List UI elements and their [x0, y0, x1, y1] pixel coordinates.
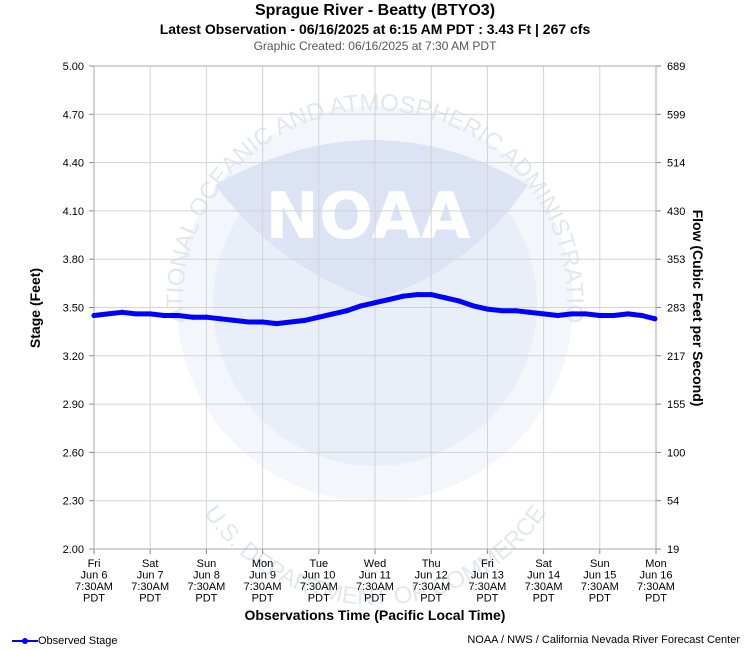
- data-point: [583, 311, 589, 317]
- data-point: [260, 319, 266, 325]
- y2-tick-label: 54: [667, 496, 679, 508]
- data-point: [105, 311, 111, 317]
- data-point: [288, 319, 294, 325]
- x-tick-label: Sat Jun 7 7:30AM PDT: [131, 558, 169, 605]
- y2-tick-label: 514: [667, 158, 685, 170]
- y2-tick-label: 689: [667, 61, 685, 73]
- data-point: [569, 311, 575, 317]
- data-point: [442, 295, 448, 301]
- data-point: [372, 300, 378, 306]
- graphic-created: Graphic Created: 06/16/2025 at 7:30 AM P…: [253, 39, 497, 53]
- data-point: [246, 319, 252, 325]
- y2-tick-label: 100: [667, 447, 685, 459]
- data-point: [386, 297, 392, 302]
- data-point: [91, 313, 97, 318]
- data-point: [344, 308, 350, 314]
- x-tick-label: Fri Jun 13 7:30AM PDT: [468, 558, 506, 605]
- data-point: [414, 292, 420, 298]
- plot-area-frame: [93, 65, 657, 550]
- data-point: [147, 311, 153, 317]
- x-tick-label: Wed Jun 11 7:30AM PDT: [356, 558, 394, 605]
- y2-tick-label: 599: [667, 109, 685, 121]
- x-axis-ticks: Fri Jun 6 7:30AM PDT Sat Jun 7 7:30AM PDT Sun Jun…: [75, 558, 675, 605]
- data-point: [428, 292, 434, 298]
- y2-tick-label: 353: [667, 254, 685, 266]
- y-tick-label: 2.60: [63, 447, 84, 459]
- left-axis-ticks: 5.00 4.70 4.40 4.10 3.80 3.50 3.20 2.90 2.60 2.30…: [63, 61, 84, 556]
- x-tick-label: Mon Jun 16 7:30AM PDT: [637, 558, 675, 605]
- data-point: [203, 314, 209, 320]
- y2-axis-label: Flow (Cubic Feet per Second): [690, 210, 706, 407]
- chart-title: Sprague River - Beatty (BTYO3): [254, 2, 496, 19]
- data-point: [358, 303, 364, 309]
- data-point: [175, 313, 181, 318]
- legend: Observed Stage: [12, 635, 118, 647]
- y-tick-label: 3.80: [63, 254, 84, 266]
- y-tick-label: 3.50: [63, 303, 84, 315]
- y-tick-label: 2.90: [63, 399, 84, 411]
- x-tick-label: Tue Jun 10 7:30AM PDT: [300, 558, 338, 605]
- x-axis-label: Observations Time (Pacific Local Time): [245, 607, 506, 623]
- x-tick-label: Mon Jun 9 7:30AM PDT: [244, 558, 282, 605]
- data-point: [161, 313, 167, 318]
- data-point: [639, 313, 645, 318]
- data-point: [274, 321, 280, 327]
- y2-tick-label: 155: [667, 399, 685, 411]
- data-point: [119, 309, 125, 315]
- y-axis-label: Stage (Feet): [27, 268, 43, 348]
- data-point: [625, 311, 631, 317]
- source-credit: NOAA / NWS / California Nevada River For…: [467, 634, 740, 646]
- noaa-watermark: NOAA NATIONAL OCEANIC AND ATMOSPHERIC AD…: [0, 0, 588, 611]
- y2-tick-label: 430: [667, 206, 685, 218]
- data-point: [470, 303, 476, 309]
- data-point: [611, 313, 617, 318]
- data-point: [484, 306, 490, 312]
- data-point: [189, 314, 195, 320]
- data-point: [527, 309, 532, 315]
- data-point: [400, 293, 406, 299]
- y-tick-label: 3.20: [63, 351, 84, 363]
- y-tick-label: 2.30: [63, 496, 84, 508]
- data-point: [541, 311, 547, 317]
- data-point: [498, 308, 504, 314]
- y2-tick-label: 283: [667, 303, 685, 315]
- x-tick-label: Sun Jun 15 7:30AM PDT: [581, 558, 619, 605]
- x-tick-label: Fri Jun 6 7:30AM PDT: [75, 558, 113, 605]
- data-point: [217, 316, 223, 322]
- noaa-logo-text: NOAA: [265, 180, 471, 254]
- legend-label: Observed Stage: [38, 635, 118, 647]
- y-tick-label: 4.10: [63, 206, 84, 218]
- data-point: [133, 311, 139, 317]
- y-tick-label: 5.00: [63, 61, 84, 73]
- right-axis-ticks: 689 599 514 430 353 283 217 155 100 54 19: [667, 61, 685, 556]
- y-tick-label: 4.70: [63, 109, 84, 121]
- data-point: [597, 313, 603, 318]
- data-point: [652, 316, 658, 322]
- x-tick-label: Sat Jun 14 7:30AM PDT: [525, 558, 563, 605]
- observed-stage-series: [91, 292, 658, 327]
- x-tick-label: Thu Jun 12 7:30AM PDT: [412, 558, 450, 605]
- x-tick-label: Sun Jun 8 7:30AM PDT: [187, 558, 225, 605]
- data-point: [232, 317, 237, 323]
- data-point: [555, 313, 561, 318]
- data-point: [302, 317, 308, 323]
- latest-observation: Latest Observation - 06/16/2025 at 6:15 …: [159, 21, 591, 37]
- y2-tick-label: 217: [667, 351, 685, 363]
- y-tick-label: 2.00: [63, 544, 84, 556]
- data-point: [330, 311, 336, 317]
- y-tick-label: 4.40: [63, 158, 84, 170]
- data-point: [316, 314, 322, 320]
- y2-tick-label: 19: [667, 544, 679, 556]
- legend-swatch: [12, 638, 38, 644]
- data-point: [513, 308, 518, 314]
- data-point: [456, 298, 462, 304]
